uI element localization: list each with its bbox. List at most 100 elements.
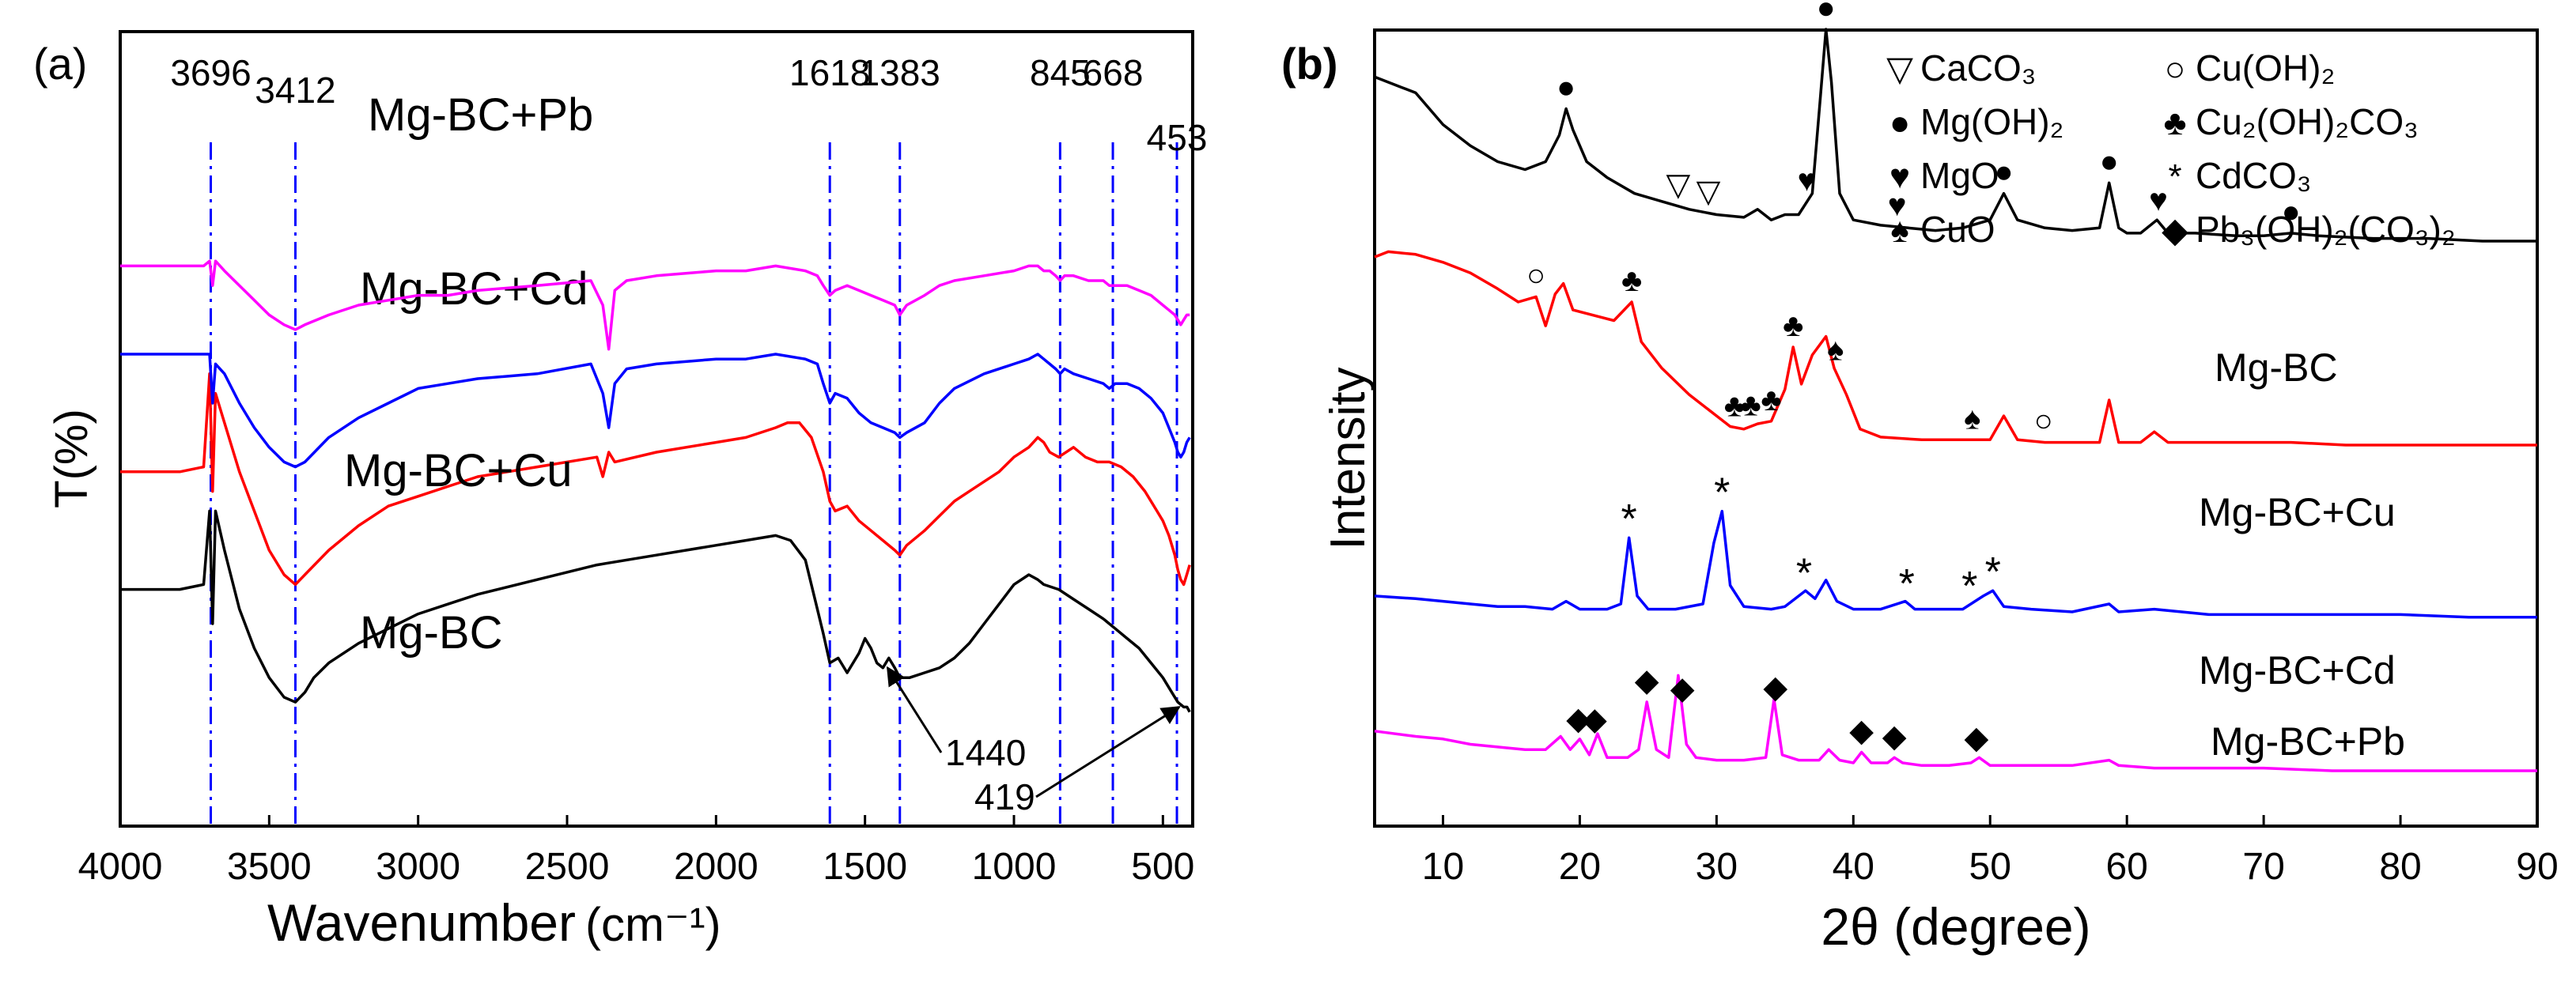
series-label: Mg-BC+Pb [368, 89, 593, 141]
legend-symbol: ♥ [1889, 157, 1910, 196]
peak-marker: * [1796, 551, 1812, 597]
series-label: Mg-BC+Pb [2211, 719, 2405, 764]
series-label: Mg-BC+Cu [2199, 490, 2396, 534]
peak-marker: ♣ [1783, 308, 1803, 343]
peak-marker: ◆ [1635, 663, 1659, 698]
annotation-arrow [886, 666, 943, 753]
annotation-label: 1440 [945, 732, 1026, 773]
peak-marker: ♥ [1888, 188, 1907, 223]
peak-marker: * [1621, 496, 1637, 542]
annotation-arrow [1035, 706, 1181, 798]
x-tick-label: 90 [2516, 846, 2558, 888]
peak-marker: ♥ [1798, 163, 1817, 198]
x-tick-label: 1500 [823, 846, 907, 888]
peak-marker: ● [1994, 155, 2013, 190]
peak-marker: ♠ [1964, 401, 1980, 436]
peak-marker: ◆ [1763, 670, 1787, 704]
legend-symbol: * [2168, 157, 2181, 196]
peak-marker: ♣ [1740, 388, 1761, 423]
legend-symbol: ○ [2165, 50, 2186, 89]
peak-position-label: 453 [1147, 117, 1208, 158]
x-tick-label: 70 [2242, 846, 2284, 888]
peak-marker: ○ [2034, 403, 2053, 438]
plot-frame [119, 30, 1194, 828]
legend-label: MgO [1920, 155, 1999, 196]
x-tick-label: 1000 [972, 846, 1057, 888]
series-label: Mg-BC [360, 607, 502, 659]
peak-marker: ● [1557, 70, 1575, 105]
peak-marker: ♣ [1761, 383, 1781, 417]
legend-label: Mg(OH)₂ [1920, 101, 2063, 142]
peak-marker: ● [1817, 0, 1836, 25]
peak-marker: ▽ [1666, 168, 1691, 202]
series-line [120, 372, 1191, 587]
series-line [120, 509, 1191, 713]
peak-marker: ◆ [1882, 719, 1907, 753]
x-tick-label: 500 [1131, 846, 1194, 888]
peak-marker: ♥ [2149, 183, 2168, 217]
x-tick-label: 60 [2105, 846, 2147, 888]
legend-label: Cu₂(OH)₂CO₃ [2196, 101, 2419, 142]
ftir-panel: (a) Mg-BC Mg-BC+Cu Mg-BC+Cd Mg-BC+Pb 3696 34… [33, 30, 1208, 952]
peak-marker: ▽ [1697, 174, 1721, 209]
series-line [1374, 509, 2537, 619]
peak-marker: * [1985, 549, 2001, 595]
legend-label: Cu(OH)₂ [2196, 47, 2335, 89]
annotation-label: 419 [974, 776, 1035, 817]
legend-label: Pb₃(OH)₂(CO₃)₂ [2196, 209, 2456, 250]
legend-symbol: ● [1889, 104, 1911, 142]
peak-position-label: 668 [1083, 52, 1144, 93]
series-line [1374, 250, 2537, 447]
x-tick-label: 20 [1559, 846, 1601, 888]
x-tick-label: 3500 [227, 846, 312, 888]
peak-position-label: 3696 [170, 52, 251, 93]
peak-marker: ◆ [1849, 714, 1874, 749]
panel-a-label: (a) [33, 39, 87, 89]
peak-marker: ♣ [1621, 263, 1642, 298]
peak-position-label: 845 [1030, 52, 1091, 93]
peak-marker: ◆ [1965, 720, 1989, 755]
peak-marker: ◆ [1670, 671, 1695, 706]
peak-marker: * [1961, 564, 1977, 609]
x-tick-label: 3000 [376, 846, 460, 888]
legend-label: CuO [1920, 209, 1995, 250]
legend-symbol: ◆ [2162, 211, 2188, 250]
peak-marker: ◆ [1583, 702, 1607, 737]
peak-marker: * [1899, 561, 1915, 607]
series-label: Mg-BC [2215, 345, 2338, 390]
peak-position-label: 3412 [255, 70, 335, 111]
peak-marker: * [1714, 470, 1730, 516]
legend-label: CdCO₃ [2196, 155, 2312, 196]
series-line [1374, 674, 2537, 772]
legend-symbol: ▽ [1886, 50, 1913, 89]
peak-marker: ♠ [1827, 333, 1844, 368]
series-label: Mg-BC+Cd [2199, 648, 2396, 693]
y-axis-label: Intensity [1321, 368, 1375, 550]
peak-position-label: 1618 [789, 52, 870, 93]
series-line [1374, 28, 2537, 243]
x-tick-label: 80 [2379, 846, 2421, 888]
series-label: Mg-BC+Cd [360, 263, 588, 315]
peak-position-label: 1383 [860, 52, 940, 93]
x-tick-label: 2000 [674, 846, 758, 888]
legend-symbol: ♣ [2164, 104, 2187, 142]
x-tick-label: 30 [1696, 846, 1738, 888]
x-axis-unit: (cm⁻¹) [585, 898, 721, 951]
series-line [120, 259, 1190, 351]
legend-label: CaCO₃ [1920, 47, 2037, 89]
y-axis-label: T(%) [46, 409, 97, 508]
plot-frame [1373, 28, 2539, 828]
x-tick-label: 2500 [525, 846, 610, 888]
x-tick-label: 50 [1969, 846, 2011, 888]
peak-marker: ● [2282, 194, 2301, 229]
series-line [120, 353, 1191, 469]
peak-marker: ● [2100, 144, 2119, 179]
panel-b-label: (b) [1281, 39, 1338, 89]
peak-marker: ♣ [1724, 389, 1745, 424]
x-axis-label: 2θ (degree) [1821, 897, 2090, 956]
series-label: Mg-BC+Cu [344, 445, 572, 496]
legend-symbol: ♠ [1890, 211, 1908, 250]
peak-marker: ◆ [1566, 702, 1591, 737]
x-axis-label: Wavenumber [267, 893, 576, 952]
